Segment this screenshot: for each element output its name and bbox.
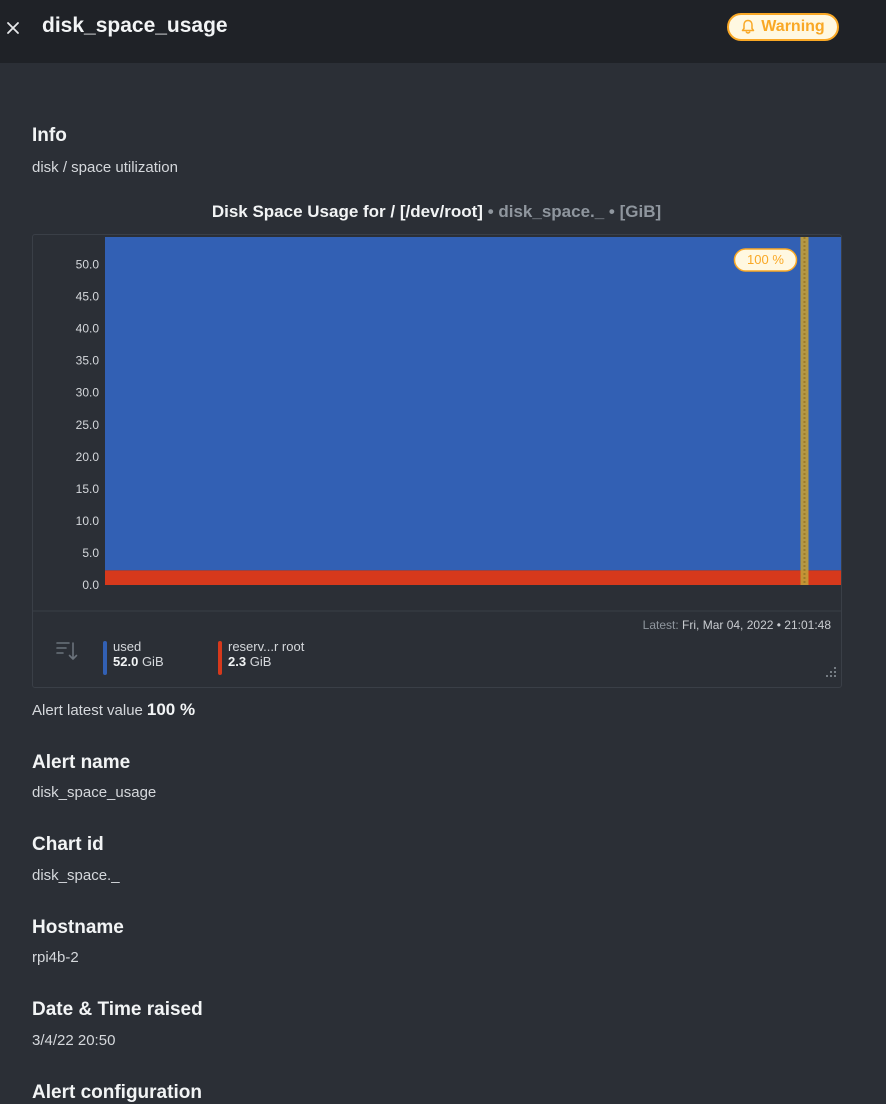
sort-icon[interactable]: [55, 640, 79, 667]
close-button[interactable]: [3, 17, 23, 39]
bell-icon: [742, 19, 755, 34]
field-heading-hostname: Hostname: [32, 917, 124, 938]
latest-timestamp: Latest: Fri, Mar 04, 2022 • 21:01:48: [643, 618, 831, 632]
chart-title-context: • disk_space._ • [GiB]: [487, 202, 662, 221]
legend-swatch: [103, 641, 107, 675]
resize-handle-icon[interactable]: [825, 665, 837, 683]
alert-latest-value: Alert latest value 100 %: [32, 700, 195, 720]
alert-marker-label: 100 %: [747, 252, 784, 267]
legend-item-reserved[interactable]: reserv...r root 2.3 GiB: [218, 639, 305, 675]
y-tick-label: 5.0: [82, 546, 99, 560]
legend-item-used[interactable]: used 52.0 GiB: [103, 639, 164, 675]
field-heading-date-time-raised: Date & Time raised: [32, 999, 203, 1020]
chart-title-text: Disk Space Usage for / [/dev/root]: [211, 202, 483, 221]
alert-latest-label: Alert latest value: [32, 702, 143, 719]
alert-latest-number: 100 %: [146, 700, 196, 719]
status-badge-label: Warning: [761, 18, 825, 35]
y-tick-label: 0.0: [82, 578, 99, 592]
y-tick-label: 50.0: [76, 258, 100, 272]
field-heading-alert-configuration: Alert configuration: [32, 1082, 202, 1103]
status-badge: Warning: [727, 13, 839, 41]
info-heading: Info: [32, 125, 67, 146]
info-description: disk / space utilization: [32, 159, 178, 176]
field-value-chart-id: disk_space._: [32, 867, 120, 884]
latest-label: Latest:: [642, 618, 679, 632]
page-title: disk_space_usage: [42, 14, 228, 37]
y-tick-label: 10.0: [76, 514, 100, 528]
chart-panel: 0.0 5.0 10.0 15.0 20.0 25.0 30.0 35.0 40.0 45.0 50…: [32, 234, 842, 688]
y-tick-label: 25.0: [76, 418, 100, 432]
legend-swatch: [218, 641, 222, 675]
legend-name: reserv...r root: [228, 639, 305, 654]
chart-area-reserved: [105, 570, 841, 585]
y-tick-label: 20.0: [76, 450, 100, 464]
field-heading-chart-id: Chart id: [32, 834, 104, 855]
legend-value: 2.3: [228, 654, 247, 669]
field-value-date-time-raised: 3/4/22 20:50: [32, 1032, 116, 1049]
chart-title: Disk Space Usage for / [/dev/root] • dis…: [0, 202, 873, 222]
legend-unit: GiB: [249, 654, 272, 669]
field-heading-alert-name: Alert name: [32, 752, 131, 773]
y-tick-label: 15.0: [76, 482, 100, 496]
close-icon: [7, 22, 19, 34]
legend-value: 52.0: [113, 654, 139, 669]
y-tick-label: 35.0: [76, 354, 100, 368]
y-tick-label: 30.0: [76, 386, 100, 400]
chart-area-used: [105, 237, 841, 571]
chart-plot[interactable]: 0.0 5.0 10.0 15.0 20.0 25.0 30.0 35.0 40.0 45.0 50…: [33, 235, 841, 615]
latest-value: Fri, Mar 04, 2022 • 21:01:48: [682, 618, 831, 632]
legend-name: used: [113, 639, 142, 654]
field-value-alert-name: disk_space_usage: [32, 784, 157, 801]
legend-unit: GiB: [141, 654, 164, 669]
y-tick-label: 40.0: [76, 322, 100, 336]
modal-header: disk_space_usage Warning: [0, 0, 886, 63]
field-value-hostname: rpi4b-2: [32, 949, 79, 966]
alert-marker-pill: [733, 248, 798, 272]
y-tick-label: 45.0: [76, 290, 100, 304]
